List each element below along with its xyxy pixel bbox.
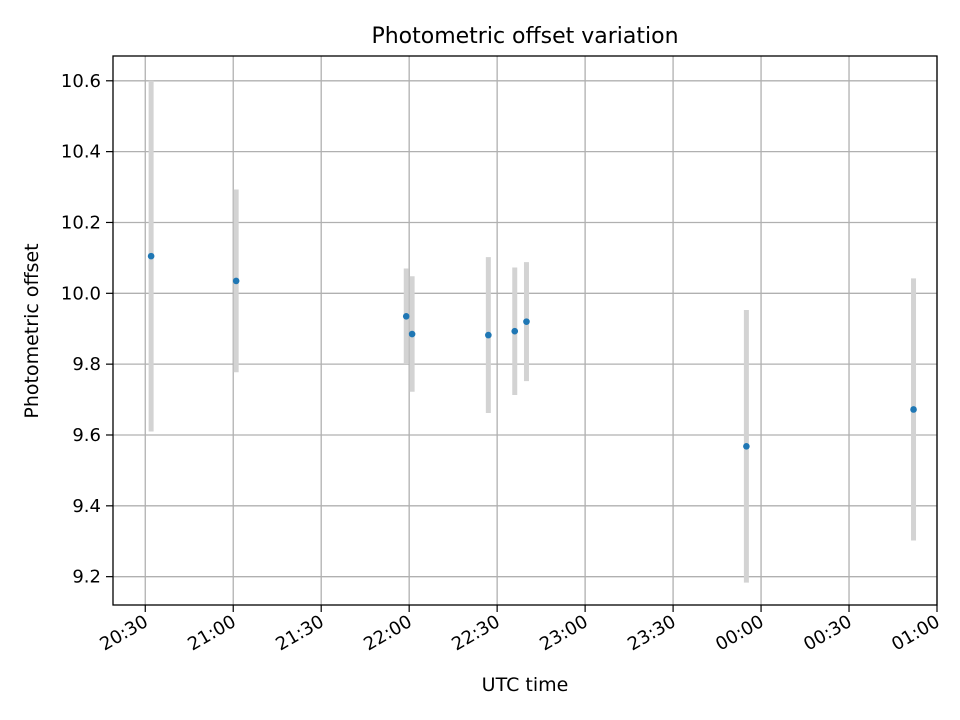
x-tick-label: 20:30 bbox=[96, 611, 151, 655]
plot-frame bbox=[112, 55, 938, 606]
x-tick-label: 21:30 bbox=[272, 611, 327, 655]
data-point bbox=[147, 252, 155, 260]
x-axis-title: UTC time bbox=[482, 674, 569, 696]
y-tick-label: 9.4 bbox=[72, 496, 101, 517]
y-axis-title: Photometric offset bbox=[21, 243, 43, 418]
x-tick-label: 22:00 bbox=[360, 611, 415, 655]
y-tick-label: 10.6 bbox=[61, 71, 101, 92]
y-axis: 9.2 9.4 9.6 9.8 10.0 10.2 10.4 10.6 bbox=[61, 71, 113, 588]
data-point bbox=[910, 406, 917, 413]
x-tick-label: 23:30 bbox=[624, 611, 679, 655]
data-point bbox=[232, 277, 240, 285]
x-tick-label: 22:30 bbox=[448, 611, 503, 655]
x-tick-label: 21:00 bbox=[184, 611, 239, 655]
data-points bbox=[147, 252, 917, 450]
chart-title: Photometric offset variation bbox=[371, 24, 678, 49]
x-tick-label: 00:00 bbox=[712, 611, 767, 655]
data-point bbox=[523, 318, 530, 325]
data-point bbox=[402, 313, 410, 320]
y-tick-label: 10.2 bbox=[61, 212, 101, 233]
data-point bbox=[511, 327, 519, 335]
data-point bbox=[485, 331, 492, 339]
y-tick-label: 9.2 bbox=[72, 567, 101, 588]
x-tick-label: 23:00 bbox=[536, 611, 591, 655]
y-tick-label: 9.6 bbox=[72, 425, 101, 446]
error-bars bbox=[148, 80, 917, 583]
y-tick-label: 9.8 bbox=[72, 354, 101, 375]
x-tick-label: 00:30 bbox=[800, 611, 855, 655]
data-point bbox=[743, 443, 750, 450]
y-tick-label: 10.4 bbox=[61, 142, 101, 163]
data-point bbox=[408, 330, 416, 338]
x-axis: 20:30 21:00 21:30 22:00 22:30 23:00 23:30 00:00… bbox=[96, 605, 944, 655]
y-tick-label: 10.0 bbox=[61, 283, 101, 304]
x-tick-label: 01:00 bbox=[888, 611, 943, 655]
